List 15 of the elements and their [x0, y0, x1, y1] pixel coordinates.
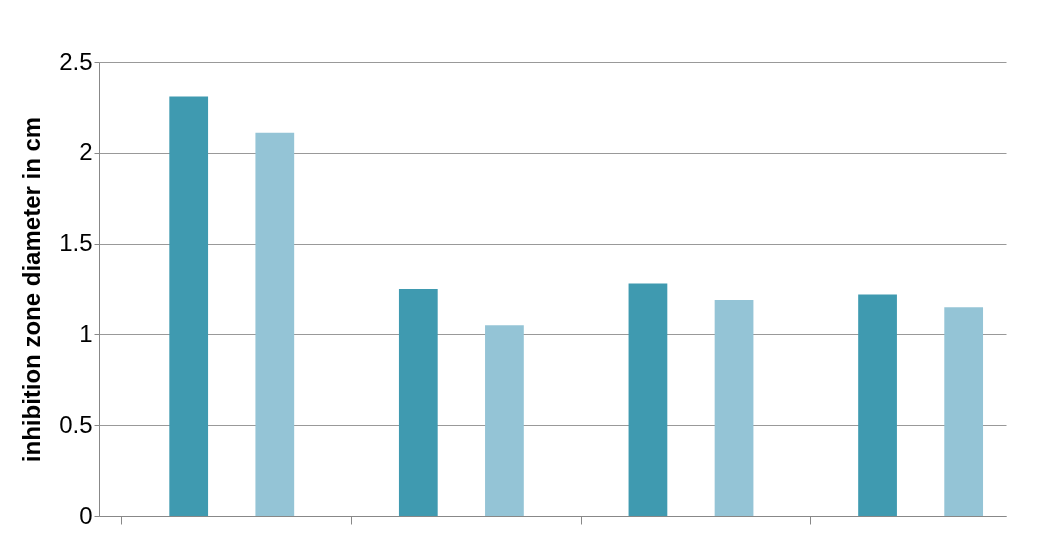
y-axis-title: inhibition zone diameter in cm: [18, 116, 46, 463]
bar: [714, 299, 754, 516]
y-tick-label: 2: [79, 138, 93, 166]
bar: [255, 132, 295, 516]
y-tick-label: 0.5: [59, 410, 93, 438]
bar: [485, 325, 524, 516]
bar: [628, 283, 668, 516]
y-tick-label: 1: [79, 319, 93, 347]
bar: [944, 307, 984, 516]
y-tick-label: 2.5: [59, 47, 93, 75]
bar: [858, 294, 897, 516]
y-tick-label: 1.5: [59, 229, 93, 257]
bar: [169, 96, 209, 516]
bar: [398, 289, 438, 516]
y-tick-label: 0: [79, 501, 93, 529]
